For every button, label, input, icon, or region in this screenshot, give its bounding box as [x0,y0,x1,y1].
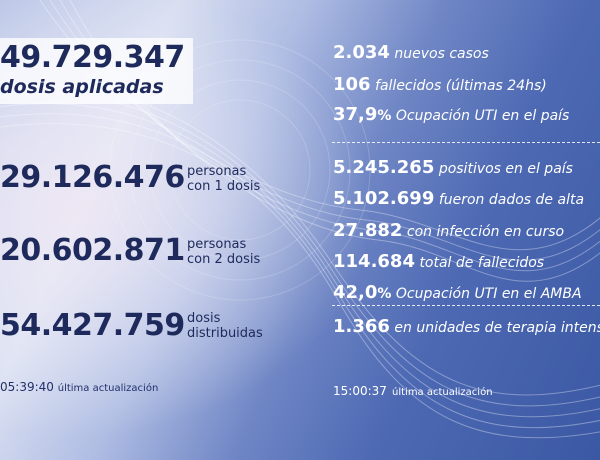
icu-country-label: Ocupación UTI en el país [395,108,570,124]
second-dose-value: 20.602.871 [0,233,185,268]
active-label: con infección en curso [406,224,565,240]
section-divider [332,142,600,143]
vaccination-last-update: 05:39:40 última actualización [0,380,158,394]
total-deaths-value: 114.684 [333,251,415,272]
vaccination-update-time: 05:39:40 [0,380,54,394]
icu-country-row: 37,9% Ocupación UTI en el país [333,104,569,125]
first-dose-label-line-2: con 1 dosis [187,179,261,194]
second-dose-label: personas con 2 dosis [187,237,297,267]
icu-amba-value: 42,0 [333,282,378,303]
deaths-24h-value: 106 [333,74,371,95]
applied-doses-value: 49.729.347 [0,40,185,75]
icu-units-value: 1.366 [333,316,390,337]
second-dose-label-line-1: personas [187,237,247,252]
icu-amba-label: Ocupación UTI en el AMBA [395,286,582,302]
icu-units-row: 1.366 en unidades de terapia intensiva [333,316,600,337]
discharged-label: fueron dados de alta [438,192,585,208]
distributed-label-line-2: distribuidas [187,326,263,341]
cases-last-update: 15:00:37 última actualización [333,380,493,399]
icu-amba-row: 42,0% Ocupación UTI en el AMBA [333,282,582,303]
new-cases-row: 2.034 nuevos casos [333,42,489,63]
deaths-24h-label: fallecidos (últimas 24hs) [375,78,547,94]
icu-units-label: en unidades de terapia intensiva [394,320,600,336]
vaccination-update-text: última actualización [57,383,159,394]
icu-country-value: 37,9 [333,104,378,125]
applied-doses-label: dosis aplicadas [0,76,164,98]
deaths-24h-row: 106 fallecidos (últimas 24hs) [333,74,547,95]
positives-row: 5.245.265 positivos en el país [333,157,573,178]
first-dose-label: personas con 1 dosis [187,164,297,194]
icu-country-pct: % [377,108,392,124]
discharged-row: 5.102.699 fueron dados de alta [333,188,584,209]
applied-doses-highlight [0,38,193,104]
distributed-label-line-1: dosis [187,311,221,326]
positives-value: 5.245.265 [333,157,435,178]
distributed-doses-label: dosis distribuidas [187,311,297,341]
icu-amba-pct: % [377,286,392,302]
first-dose-label-line-1: personas [187,164,247,179]
cases-update-text: última actualización [392,387,493,398]
distributed-doses-value: 54.427.759 [0,308,185,343]
total-deaths-label: total de fallecidos [419,255,545,271]
first-dose-value: 29.126.476 [0,160,185,195]
discharged-value: 5.102.699 [333,188,435,209]
second-dose-label-line-2: con 2 dosis [187,252,261,267]
positives-label: positivos en el país [438,161,573,177]
active-value: 27.882 [333,220,403,241]
new-cases-value: 2.034 [333,42,390,63]
section-divider-2 [332,305,600,306]
total-deaths-row: 114.684 total de fallecidos [333,251,544,272]
active-row: 27.882 con infección en curso [333,220,564,241]
cases-update-time: 15:00:37 [333,384,387,398]
new-cases-label: nuevos casos [394,46,489,62]
